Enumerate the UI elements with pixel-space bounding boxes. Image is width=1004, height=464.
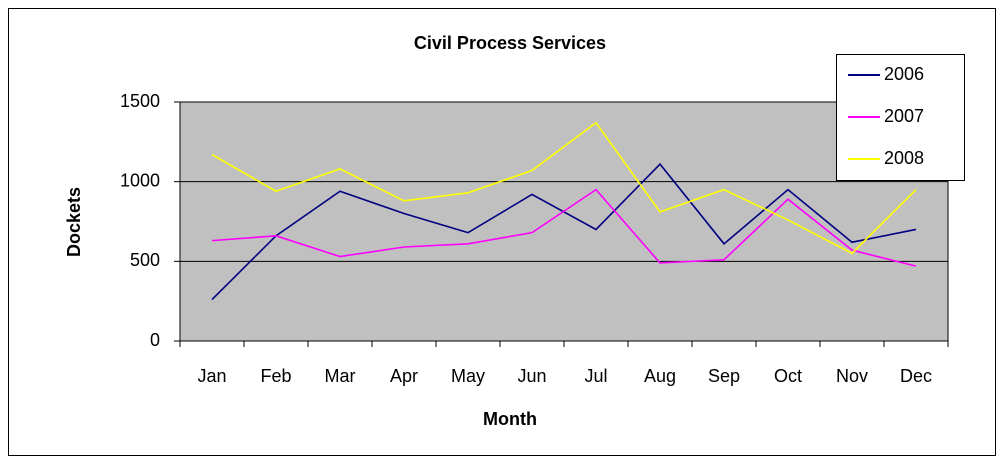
x-tick-label: Sep — [708, 366, 740, 386]
y-tick-label: 1000 — [120, 170, 160, 190]
x-tick-label: Oct — [774, 366, 802, 386]
y-tick-label: 500 — [130, 250, 160, 270]
y-axis-label: Dockets — [64, 187, 84, 257]
x-tick-label: Jan — [197, 366, 226, 386]
x-tick-label: Aug — [644, 366, 676, 386]
x-tick-label: Jun — [517, 366, 546, 386]
series-line — [211, 121, 917, 255]
chart-title: Civil Process Services — [414, 33, 606, 53]
x-tick-label: Jul — [584, 366, 607, 386]
legend-label: 2008 — [884, 148, 924, 168]
legend-label: 2006 — [884, 64, 924, 84]
x-axis-label: Month — [483, 409, 537, 429]
x-tick-label: Feb — [260, 366, 291, 386]
y-tick-label: 0 — [150, 330, 160, 350]
x-tick-label: Nov — [836, 366, 868, 386]
plot-area — [180, 102, 948, 341]
legend-label: 2007 — [884, 106, 924, 126]
x-tick-label: Dec — [900, 366, 932, 386]
x-tick-label: May — [451, 366, 485, 386]
x-tick-label: Mar — [325, 366, 356, 386]
series-line — [211, 188, 917, 267]
y-tick-label: 1500 — [120, 91, 160, 111]
x-tick-label: Apr — [390, 366, 418, 386]
